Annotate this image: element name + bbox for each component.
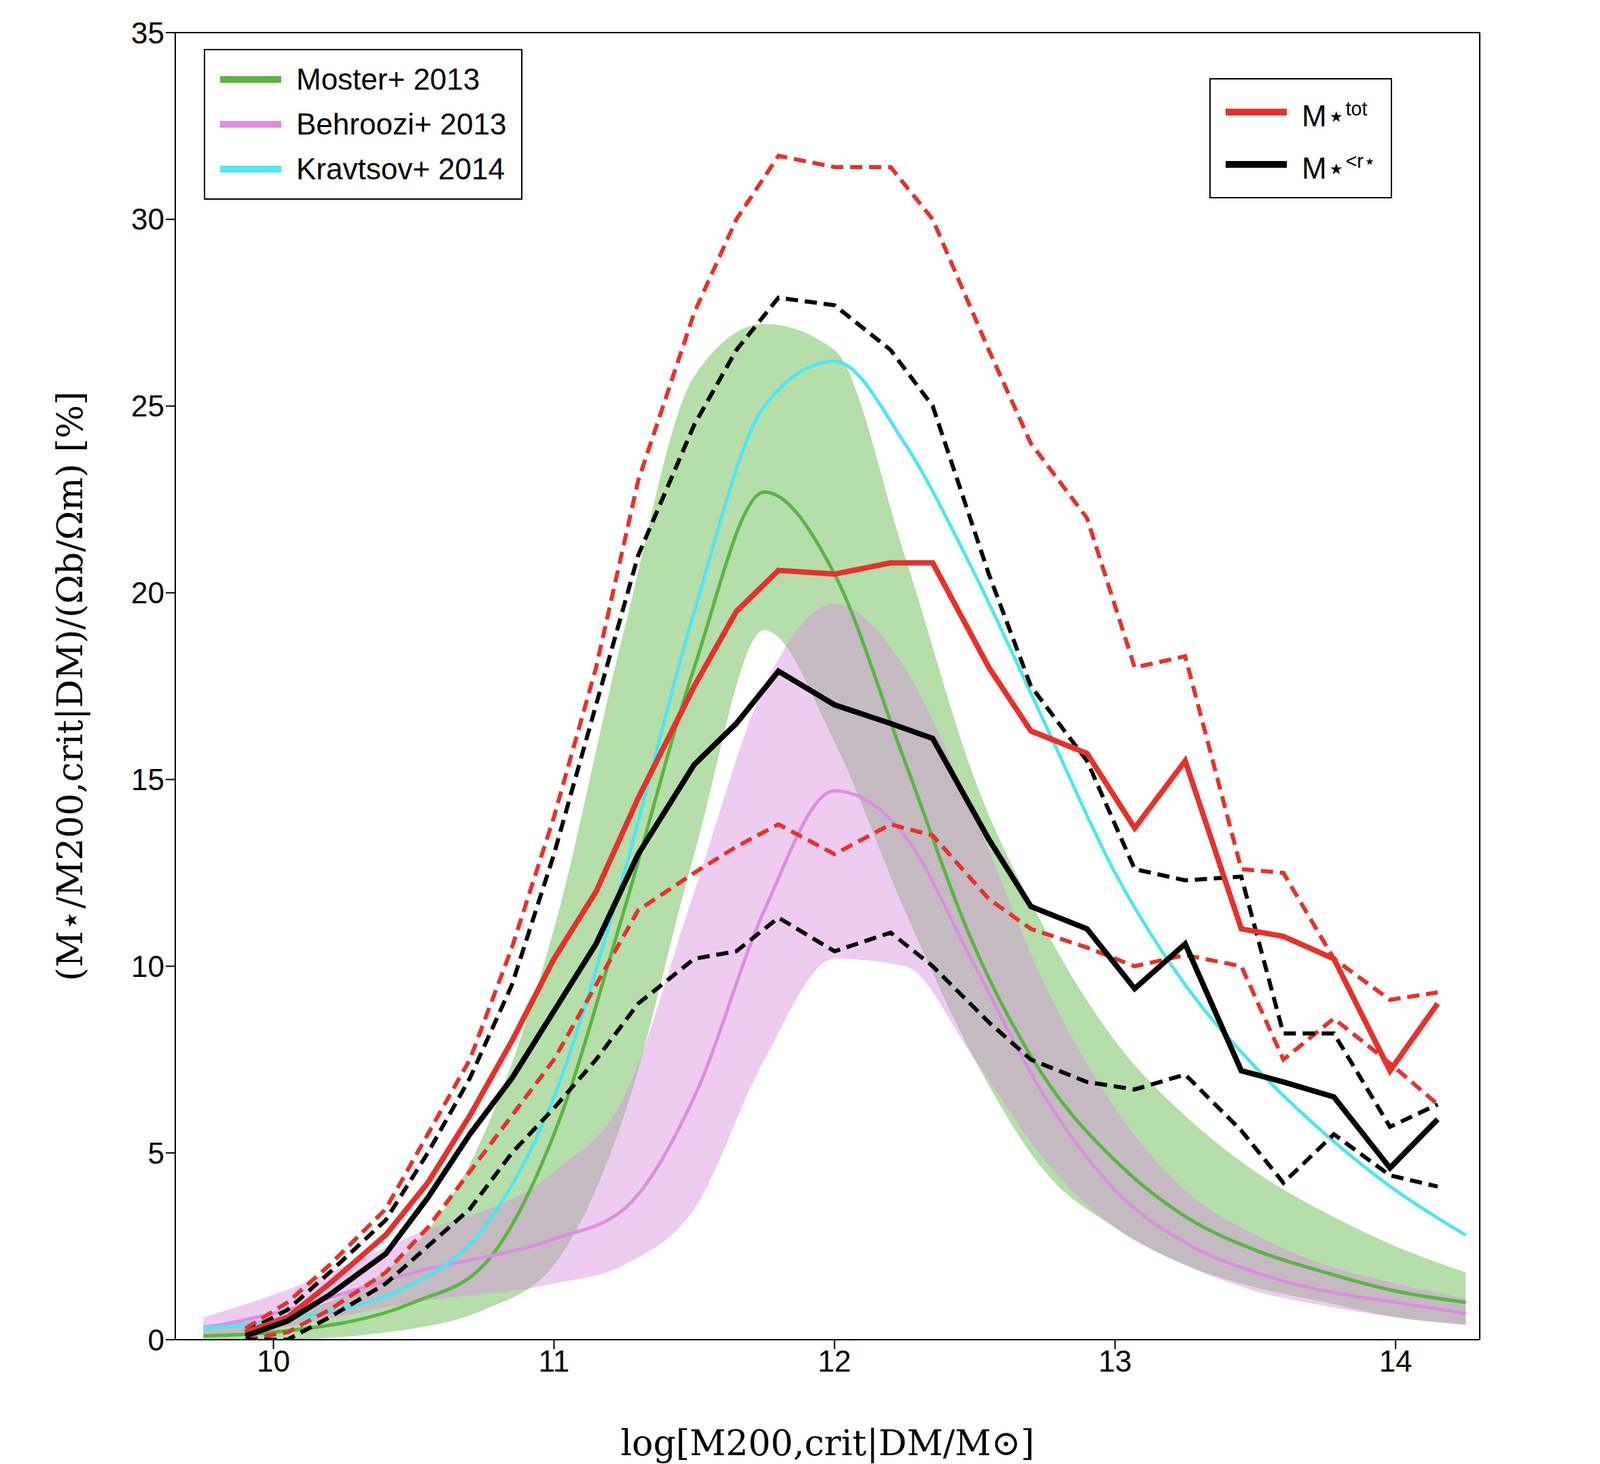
svg-text:35: 35 bbox=[131, 16, 165, 50]
html-text:Kravtsov+ 2014: Kravtsov+ 2014 bbox=[296, 152, 505, 186]
svg-text:(M⋆/M200,crit|DM)/(Ωb/Ωm) [%]: (M⋆/M200,crit|DM)/(Ωb/Ωm) [%] bbox=[49, 391, 91, 982]
svg-text:30: 30 bbox=[131, 202, 165, 236]
svg-text:20: 20 bbox=[131, 576, 165, 610]
html-text:Behroozi+ 2013: Behroozi+ 2013 bbox=[296, 107, 507, 141]
html-text:M⋆tot: M⋆tot bbox=[1301, 97, 1368, 133]
svg-text:15: 15 bbox=[131, 762, 165, 797]
svg-text:log[M200,crit|DM/M⊙]: log[M200,crit|DM/M⊙] bbox=[620, 1422, 1035, 1464]
svg-text:14: 14 bbox=[1379, 1344, 1413, 1378]
html-text:M⋆<r⋆: M⋆<r⋆ bbox=[1301, 149, 1376, 185]
svg-text:12: 12 bbox=[818, 1344, 852, 1378]
svg-text:10: 10 bbox=[256, 1344, 291, 1378]
svg-text:5: 5 bbox=[148, 1136, 165, 1170]
svg-text:25: 25 bbox=[131, 389, 165, 423]
html-text:Moster+ 2013: Moster+ 2013 bbox=[296, 62, 480, 96]
svg-text:10: 10 bbox=[131, 949, 165, 984]
svg-text:0: 0 bbox=[148, 1323, 165, 1357]
svg-text:11: 11 bbox=[538, 1344, 571, 1378]
svg-text:13: 13 bbox=[1098, 1344, 1132, 1378]
